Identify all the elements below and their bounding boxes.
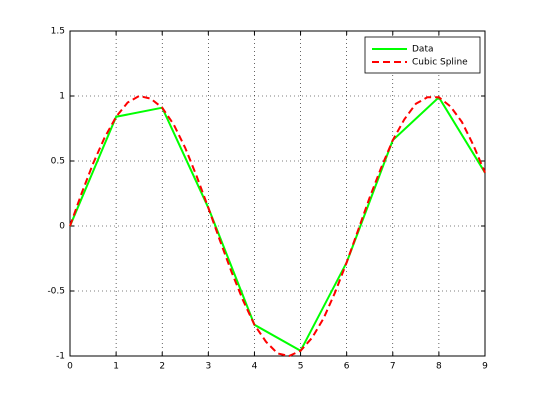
x-tick-label: 5 [298,362,304,372]
legend-label: Cubic Spline [412,58,468,68]
x-tick-label: 2 [159,362,165,372]
x-tick-label: 8 [436,362,442,372]
y-tick-label: 0.5 [51,157,65,167]
x-tick-label: 1 [113,362,119,372]
x-tick-label: 9 [482,362,488,372]
y-tick-label: -0.5 [47,287,65,297]
y-tick-label: 1.5 [51,27,65,37]
x-tick-label: 6 [344,362,350,372]
x-tick-label: 0 [67,362,73,372]
legend-label: Data [412,45,434,55]
x-tick-label: 3 [205,362,211,372]
y-tick-label: -1 [56,352,65,362]
y-tick-label: 1 [59,92,65,102]
legend-box [364,36,481,74]
plot-area [70,31,485,356]
y-tick-label: 0 [59,222,65,232]
x-tick-label: 4 [252,362,258,372]
axes-box [69,30,486,357]
series-line [69,95,486,353]
series-line [69,94,486,358]
x-tick-label: 7 [390,362,396,372]
